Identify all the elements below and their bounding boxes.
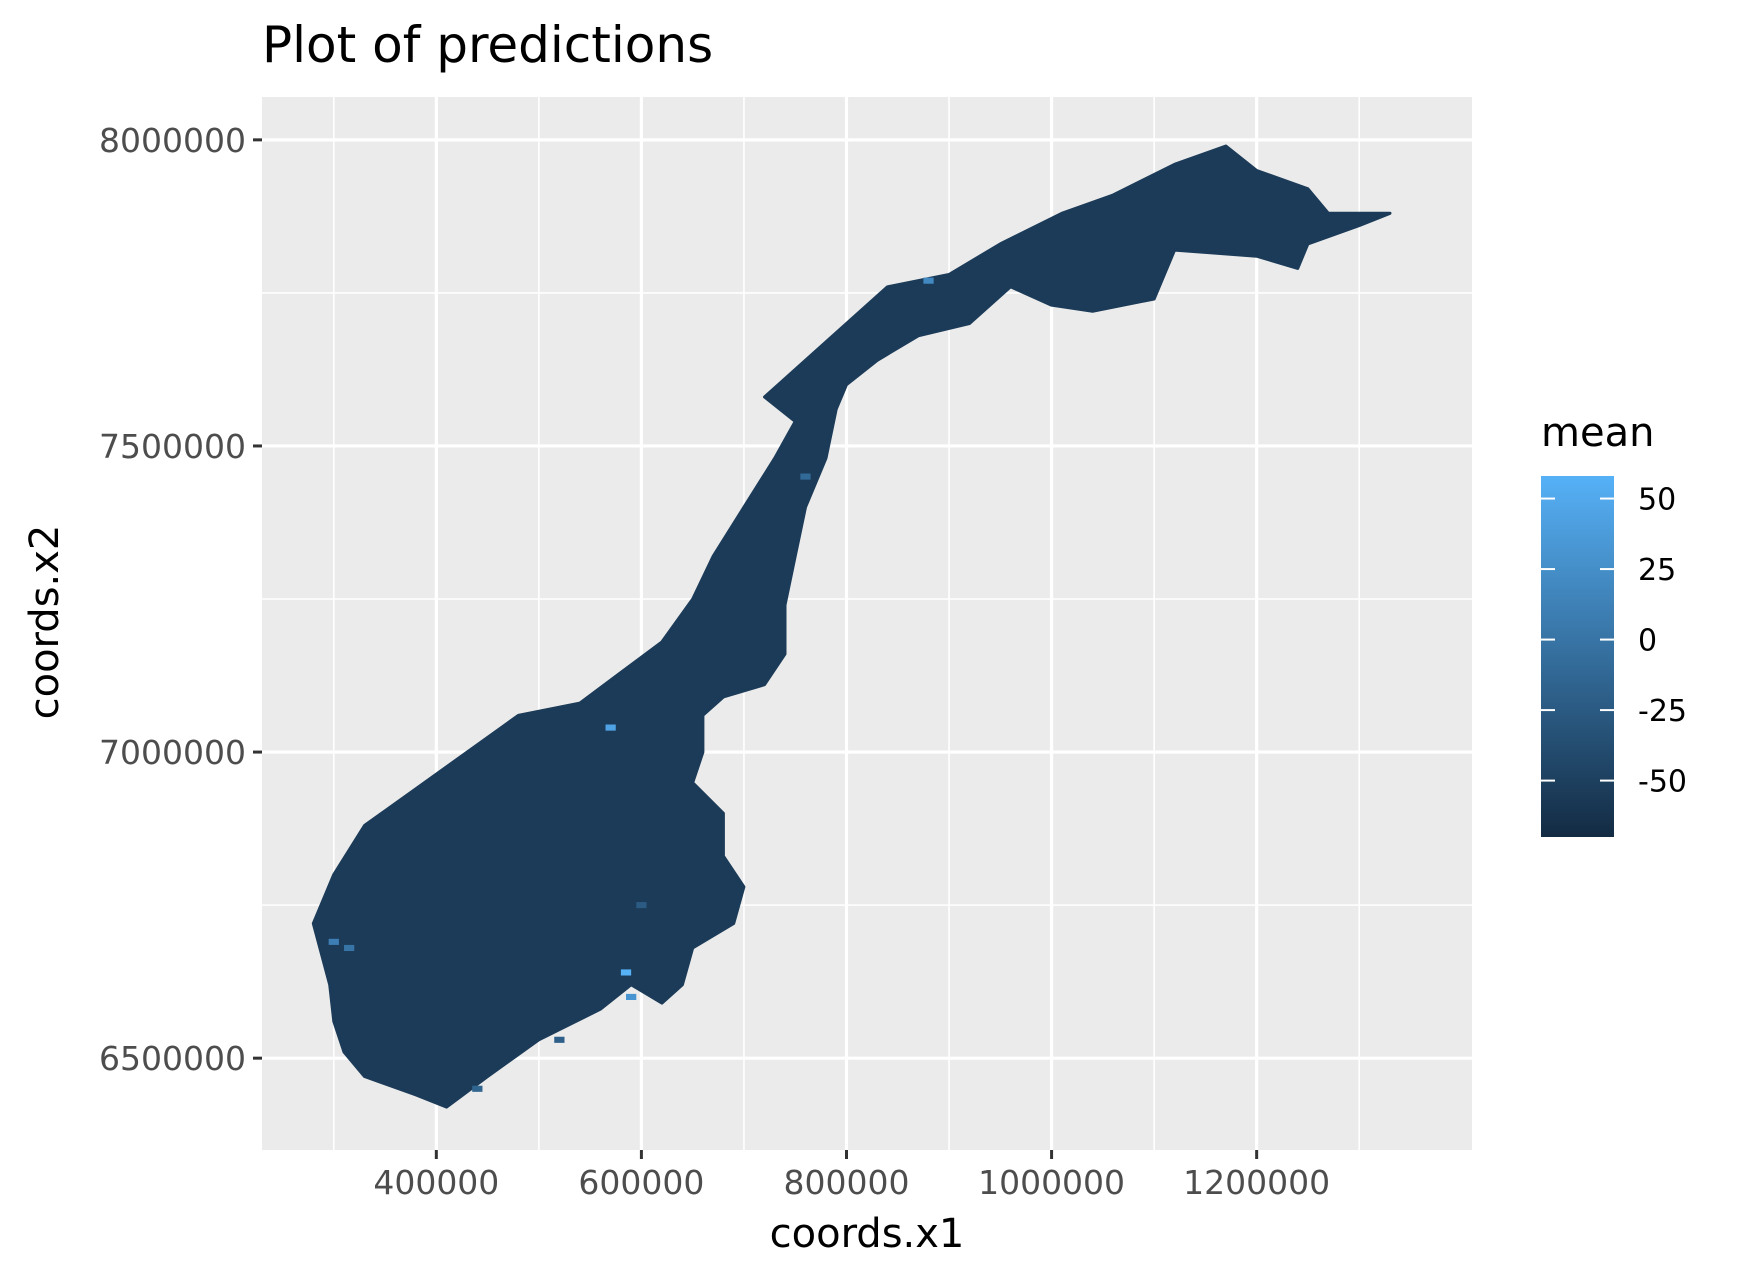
highlight-cells: [328, 277, 934, 1092]
raster-cell: [636, 902, 647, 909]
legend-label: -25: [1638, 694, 1687, 729]
y-tick-label: 8000000: [99, 121, 246, 160]
x-tick-label: 600000: [578, 1163, 704, 1202]
x-axis-title: coords.x1: [770, 1211, 965, 1257]
legend-label: 50: [1638, 483, 1676, 518]
raster-cell: [344, 944, 355, 952]
raster-cell: [472, 1085, 483, 1092]
x-tick-label: 1000000: [978, 1163, 1125, 1202]
raster-cell: [605, 724, 616, 731]
raster-cell: [328, 938, 339, 945]
legend-label: -50: [1638, 765, 1687, 800]
prediction-region: [311, 144, 1392, 1109]
x-tick-label: 400000: [373, 1163, 499, 1202]
prediction-raster: [311, 144, 1392, 1109]
legend-colorbar: [1541, 476, 1614, 837]
x-tick-label: 800000: [783, 1163, 909, 1202]
legend-ticks: 50 25 0 -25 -50: [1541, 483, 1687, 800]
raster-cell: [620, 969, 632, 976]
raster-cell: [800, 473, 811, 480]
x-tick-label: 1200000: [1183, 1163, 1330, 1202]
legend: mean 50 25 0 -25 -50: [1541, 410, 1687, 837]
y-axis-title: coords.x2: [22, 525, 68, 720]
chart-title: Plot of predictions: [262, 16, 713, 74]
raster-cell: [923, 277, 934, 284]
y-axis: 6500000 7000000 7500000 8000000: [99, 121, 262, 1078]
y-tick-label: 7000000: [99, 733, 246, 772]
legend-title: mean: [1541, 410, 1654, 456]
y-tick-label: 6500000: [99, 1039, 246, 1078]
legend-label: 0: [1638, 624, 1657, 659]
raster-cell: [626, 993, 637, 1001]
y-tick-label: 7500000: [99, 427, 246, 466]
x-axis: 400000 600000 800000 1000000 1200000: [373, 1150, 1330, 1202]
raster-cell: [554, 1036, 565, 1043]
legend-label: 25: [1638, 553, 1676, 588]
